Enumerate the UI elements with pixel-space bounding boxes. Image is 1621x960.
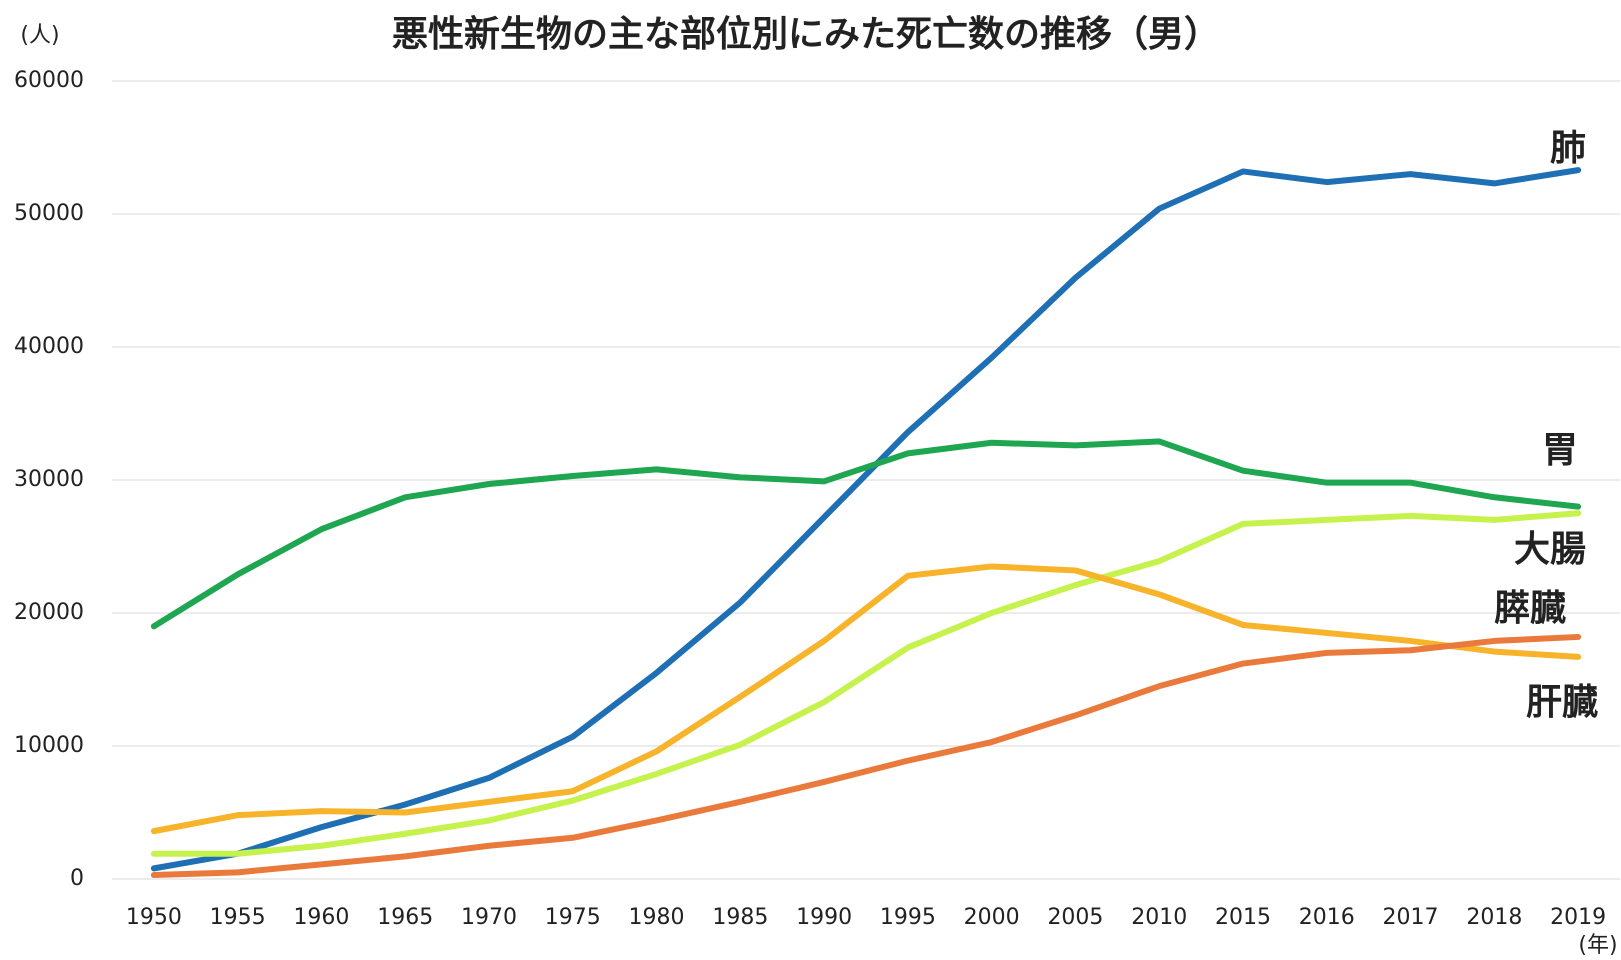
x-tick-label: 1970 [461, 905, 517, 930]
x-tick-label: 1980 [629, 905, 685, 930]
series-label: 大腸 [1514, 529, 1586, 570]
series-label: 肺 [1550, 128, 1586, 169]
y-tick-label: 0 [70, 866, 84, 891]
y-tick-label: 50000 [14, 201, 84, 226]
chart-title: 悪性新生物の主な部位別にみた死亡数の推移（男） [392, 14, 1220, 55]
line-series [150, 167, 1582, 872]
x-tick-label: 1975 [545, 905, 601, 930]
x-axis-label: (年) [1578, 933, 1617, 958]
x-tick-label: 2016 [1299, 905, 1355, 930]
x-tick-label: 1995 [880, 905, 936, 930]
line-series [150, 510, 1582, 857]
y-tick-label: 60000 [14, 68, 84, 93]
x-tick-label: 1965 [377, 905, 433, 930]
x-tick-label: 2019 [1550, 905, 1606, 930]
x-tick-label: 1985 [712, 905, 768, 930]
y-tick-label: 30000 [14, 467, 84, 492]
y-axis-label: (人) [20, 23, 59, 48]
x-tick-label: 2015 [1215, 905, 1271, 930]
y-tick-label: 10000 [14, 733, 84, 758]
x-tick-label: 2010 [1131, 905, 1187, 930]
y-tick-label: 20000 [14, 600, 84, 625]
x-tick-label: 1960 [293, 905, 349, 930]
series-label: 胃 [1542, 430, 1578, 471]
line-series [150, 438, 1582, 630]
x-tick-label: 2018 [1466, 905, 1522, 930]
x-tick-label: 2005 [1047, 905, 1103, 930]
x-tick-label: 1950 [126, 905, 182, 930]
x-tick-label: 2000 [964, 905, 1020, 930]
series-label: 膵臓 [1494, 588, 1566, 629]
line-series [150, 563, 1582, 835]
x-tick-label: 1955 [210, 905, 266, 930]
x-tick-label: 2017 [1383, 905, 1439, 930]
y-tick-label: 40000 [14, 334, 84, 359]
series-label: 肝臓 [1526, 682, 1598, 723]
x-tick-label: 1990 [796, 905, 852, 930]
line-series [150, 633, 1582, 879]
